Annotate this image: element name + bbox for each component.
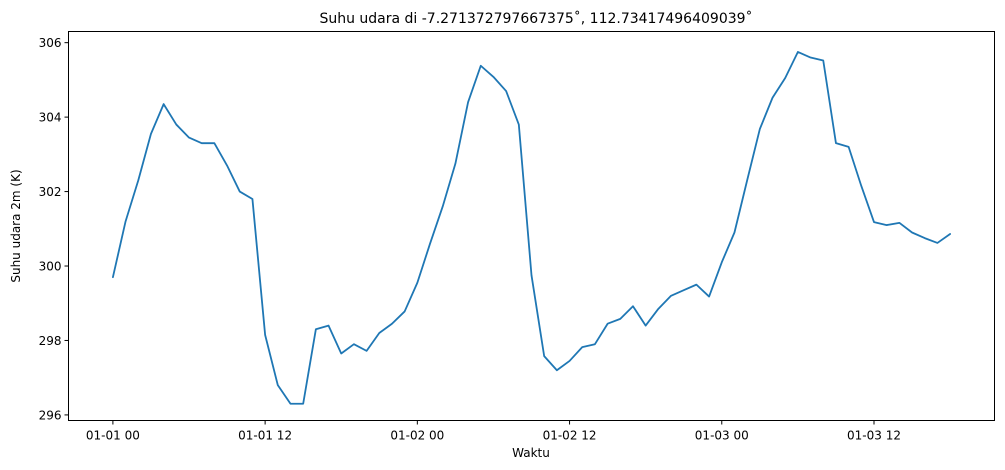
y-axis: 296 298 300 302 304 306 [39,36,69,422]
y-tick-label: 300 [39,260,62,274]
x-tick-label: 01-03 12 [847,429,901,443]
chart-title: Suhu udara di -7.271372797667375˚, 112.7… [319,10,752,27]
x-tick-label: 01-02 12 [543,429,597,443]
plot-area [68,31,995,421]
x-tick-label: 01-01 00 [86,429,140,443]
y-tick-label: 304 [39,111,62,125]
y-axis-label: Suhu udara 2m (K) [9,169,23,282]
plot-frame [68,31,995,421]
x-axis-label: Waktu [512,446,550,460]
x-tick-label: 01-01 12 [238,429,292,443]
x-axis: 01-01 00 01-01 12 01-02 00 01-02 12 01-03 00… [86,420,901,443]
y-tick-label: 296 [39,408,62,422]
y-tick-label: 306 [39,36,62,50]
y-tick-label: 302 [39,185,62,199]
series-line-suhu [112,51,951,405]
x-tick-label: 01-02 00 [390,429,444,443]
y-tick-label: 298 [39,334,62,348]
x-tick-label: 01-03 00 [695,429,749,443]
